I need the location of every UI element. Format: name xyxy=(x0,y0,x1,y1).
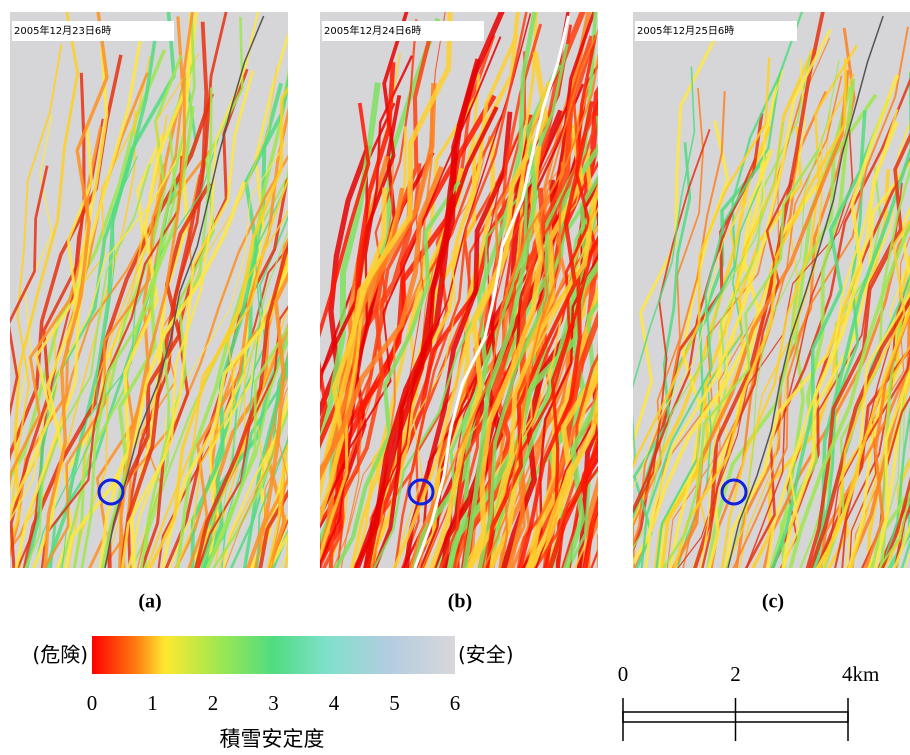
colorbar-right-label: (安全) xyxy=(458,643,514,667)
colorbar-tick-label: 1 xyxy=(147,691,158,715)
panel-label: (a) xyxy=(138,591,161,613)
colorbar xyxy=(92,636,455,674)
timestamp: 2005年12月24日6時 xyxy=(324,24,421,37)
timestamp: 2005年12月25日6時 xyxy=(637,24,734,37)
colorbar-tick-label: 3 xyxy=(268,691,279,715)
panel-label: (b) xyxy=(448,591,472,613)
panel-label: (c) xyxy=(762,591,784,613)
colorbar-left-label: (危険) xyxy=(32,643,88,667)
colorbar-tick-label: 2 xyxy=(208,691,219,715)
figure: 2005年12月23日6時2005年12月24日6時2005年12月25日6時 … xyxy=(0,0,910,755)
colorbar-tick-label: 4 xyxy=(329,691,340,715)
timestamp: 2005年12月23日6時 xyxy=(14,24,111,37)
scale-tick-label: 0 xyxy=(618,662,629,686)
colorbar-tick-label: 5 xyxy=(389,691,400,715)
colorbar-tick-label: 0 xyxy=(87,691,98,715)
colorbar-tick-label: 6 xyxy=(450,691,461,715)
scale-tick-label: 2 xyxy=(730,662,741,686)
maps: 2005年12月23日6時 2005年12月24日6時 2005年12月25日6時 xyxy=(0,0,910,588)
map-panel: 2005年12月25日6時 xyxy=(593,0,910,588)
scale-tick-label: 4km xyxy=(842,662,879,686)
colorbar-title: 積雪安定度 xyxy=(220,727,325,751)
